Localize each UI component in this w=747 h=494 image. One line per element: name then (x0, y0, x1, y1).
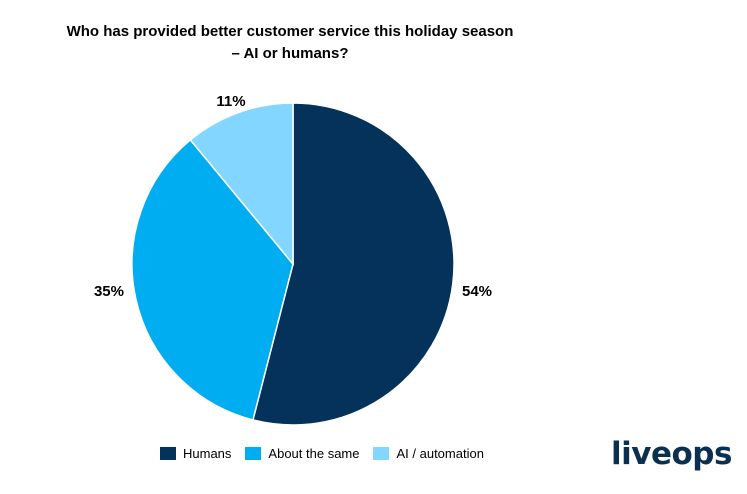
chart-title-line-2: – AI or humans? (231, 45, 349, 62)
legend: Humans About the same AI / automation (160, 446, 498, 461)
data-label-ai-automation: 11% (216, 93, 245, 110)
pie-slice-ai-automation (189, 102, 294, 267)
pie-slice-humans (252, 102, 455, 426)
legend-item-humans: Humans (160, 446, 231, 461)
legend-swatch-humans (160, 447, 176, 460)
pie-slice-about-the-same (131, 138, 294, 421)
legend-swatch-ai-automation (373, 447, 390, 460)
legend-item-ai-automation: AI / automation (373, 446, 484, 461)
data-label-humans: 54% (462, 283, 492, 300)
legend-label-ai-automation: AI / automation (396, 446, 484, 461)
legend-swatch-about-the-same (245, 447, 262, 460)
liveops-logo: liveops (611, 436, 732, 472)
legend-item-about-the-same: About the same (245, 446, 359, 461)
legend-label-about-the-same: About the same (268, 446, 360, 461)
legend-label-humans: Humans (183, 446, 232, 461)
chart-title-line-1: Who has provided better customer service… (66, 23, 514, 40)
data-label-about-the-same: 35% (94, 283, 124, 300)
chart-title: Who has provided better customer service… (0, 21, 580, 65)
